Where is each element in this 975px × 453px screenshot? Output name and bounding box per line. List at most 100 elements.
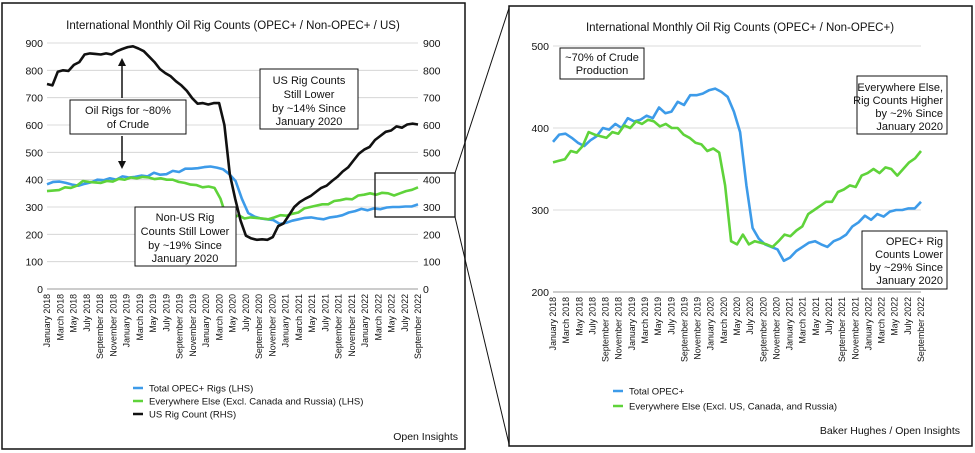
right-chart-title: International Monthly Oil Rig Counts (OP… <box>586 22 894 34</box>
x-tick-label: January 2022 <box>863 297 873 350</box>
annotation-oil-rigs-line-1: Oil Rigs for ~80% <box>85 105 171 117</box>
svg-text:by ~19% Since: by ~19% Since <box>148 240 222 252</box>
x-tick-label: March 2022 <box>877 297 887 344</box>
x-tick-label: January 2021 <box>785 297 795 350</box>
x-tick-label: March 2022 <box>373 294 383 341</box>
x-tick-label: July 2019 <box>666 297 676 335</box>
y-tick-label: 200 <box>531 287 549 299</box>
zoom-connector-top <box>454 7 510 174</box>
left-source-label: Open Insights <box>393 431 458 443</box>
x-tick-label: January 2020 <box>201 294 211 347</box>
x-tick-label: March 2019 <box>640 297 650 344</box>
y-tick-label: 400 <box>25 175 43 187</box>
x-tick-label: May 2020 <box>732 297 742 336</box>
left-annotation-non-us-rigs: Non-US Rig Counts Still Lower by ~19% Si… <box>134 206 237 267</box>
left-annotation-us-rigs: US Rig Counts Still Lower by ~14% Since … <box>259 68 359 130</box>
x-tick-label: May 2022 <box>387 294 397 333</box>
x-tick-label: January 2022 <box>360 294 370 347</box>
x-tick-label: March 2020 <box>214 294 224 341</box>
svg-text:~70% of Crude: ~70% of Crude <box>565 52 639 64</box>
left-annotation-oil-rigs: Oil Rigs for ~80% of Crude <box>69 99 187 135</box>
x-tick-label: July 2021 <box>824 297 834 335</box>
x-tick-label: May 2021 <box>811 297 821 336</box>
y-right-tick-label: 100 <box>423 257 441 269</box>
y-right-tick-label: 400 <box>423 175 441 187</box>
x-tick-label: January 2019 <box>122 294 132 347</box>
y-tick-label: 900 <box>25 38 43 50</box>
x-tick-label: September 2019 <box>679 297 689 362</box>
svg-text:Production: Production <box>576 65 629 77</box>
y-tick-label: 500 <box>531 41 549 53</box>
y-right-tick-label: 300 <box>423 202 441 214</box>
zoom-connector-bottom <box>454 216 510 445</box>
x-tick-label: May 2018 <box>574 297 584 336</box>
x-tick-label: March 2018 <box>55 294 65 341</box>
svg-text:by ~14% Since: by ~14% Since <box>272 103 346 115</box>
right-x-axis: January 2018 March 2018 May 2018 July 2018 S… <box>548 297 926 362</box>
legend-label: Total OPEC+ <box>629 387 685 398</box>
x-tick-label: September 2020 <box>254 294 264 359</box>
right-legend: Total OPEC+ Everywhere Else (Excl. US, Ca… <box>613 387 837 413</box>
svg-text:US Rig Counts: US Rig Counts <box>273 75 346 87</box>
right-annotation-opec: OPEC+ Rig Counts Lower by ~29% Since Jan… <box>861 230 948 290</box>
legend-label: US Rig Count (RHS) <box>149 410 236 421</box>
y-tick-label: 700 <box>25 93 43 105</box>
y-right-tick-label: 0 <box>423 284 429 296</box>
y-tick-label: 800 <box>25 65 43 77</box>
x-tick-label: November 2018 <box>108 294 118 357</box>
svg-text:by ~29% Since: by ~29% Since <box>869 262 943 274</box>
svg-text:January 2020: January 2020 <box>876 121 943 133</box>
legend-label: Everywhere Else (Excl. US, Canada, and R… <box>629 402 837 413</box>
x-tick-label: July 2019 <box>161 294 171 332</box>
series-line-us <box>46 44 419 242</box>
x-tick-label: November 2021 <box>850 297 860 360</box>
y-tick-label: 100 <box>25 257 43 269</box>
x-tick-label: September 2021 <box>334 294 344 359</box>
right-plot-series <box>552 87 923 263</box>
svg-text:January 2020: January 2020 <box>276 116 343 128</box>
x-tick-label: November 2019 <box>693 297 703 360</box>
right-source-label: Baker Hughes / Open Insights <box>820 425 960 437</box>
svg-text:January 2020: January 2020 <box>876 275 943 287</box>
x-tick-label: July 2022 <box>903 297 913 335</box>
svg-text:Everywhere Else,: Everywhere Else, <box>857 82 943 94</box>
x-tick-label: May 2018 <box>69 294 79 333</box>
svg-text:by ~2% Since: by ~2% Since <box>875 108 943 120</box>
x-tick-label: January 2021 <box>281 294 291 347</box>
svg-text:Still Lower: Still Lower <box>284 89 335 101</box>
x-tick-label: September 2021 <box>837 297 847 362</box>
y-right-tick-label: 500 <box>423 147 441 159</box>
left-chart-title: International Monthly Oil Rig Counts (OP… <box>66 20 400 32</box>
x-tick-label: September 2020 <box>758 297 768 362</box>
y-right-tick-label: 600 <box>423 120 441 132</box>
x-tick-label: July 2020 <box>241 294 251 332</box>
svg-text:OPEC+ Rig: OPEC+ Rig <box>886 236 943 248</box>
x-tick-label: November 2020 <box>771 297 781 360</box>
y-tick-label: 200 <box>25 229 43 241</box>
left-x-axis: January 2018 March 2018 May 2018 July 2018 S… <box>42 294 423 359</box>
legend-label: Total OPEC+ Rigs (LHS) <box>149 384 253 395</box>
y-tick-label: 400 <box>531 123 549 135</box>
zoom-highlight-box <box>374 172 456 218</box>
x-tick-label: November 2019 <box>188 294 198 357</box>
y-tick-label: 300 <box>25 202 43 214</box>
y-right-tick-label: 700 <box>423 93 441 105</box>
x-tick-label: November 2020 <box>267 294 277 357</box>
x-tick-label: May 2022 <box>890 297 900 336</box>
x-tick-label: March 2019 <box>135 294 145 341</box>
x-tick-label: July 2022 <box>400 294 410 332</box>
y-right-tick-label: 900 <box>423 38 441 50</box>
x-tick-label: January 2018 <box>42 294 52 347</box>
y-tick-label: 0 <box>37 284 43 296</box>
x-tick-label: November 2021 <box>347 294 357 357</box>
x-tick-label: March 2018 <box>561 297 571 344</box>
svg-text:Counts Still Lower: Counts Still Lower <box>141 226 230 238</box>
x-tick-label: May 2019 <box>653 297 663 336</box>
y-tick-label: 300 <box>531 205 549 217</box>
x-tick-label: January 2019 <box>627 297 637 350</box>
arrow-up-head <box>118 58 126 66</box>
svg-text:Non-US Rig: Non-US Rig <box>156 212 215 224</box>
x-tick-label: November 2018 <box>614 297 624 360</box>
x-tick-label: September 2018 <box>95 294 105 359</box>
